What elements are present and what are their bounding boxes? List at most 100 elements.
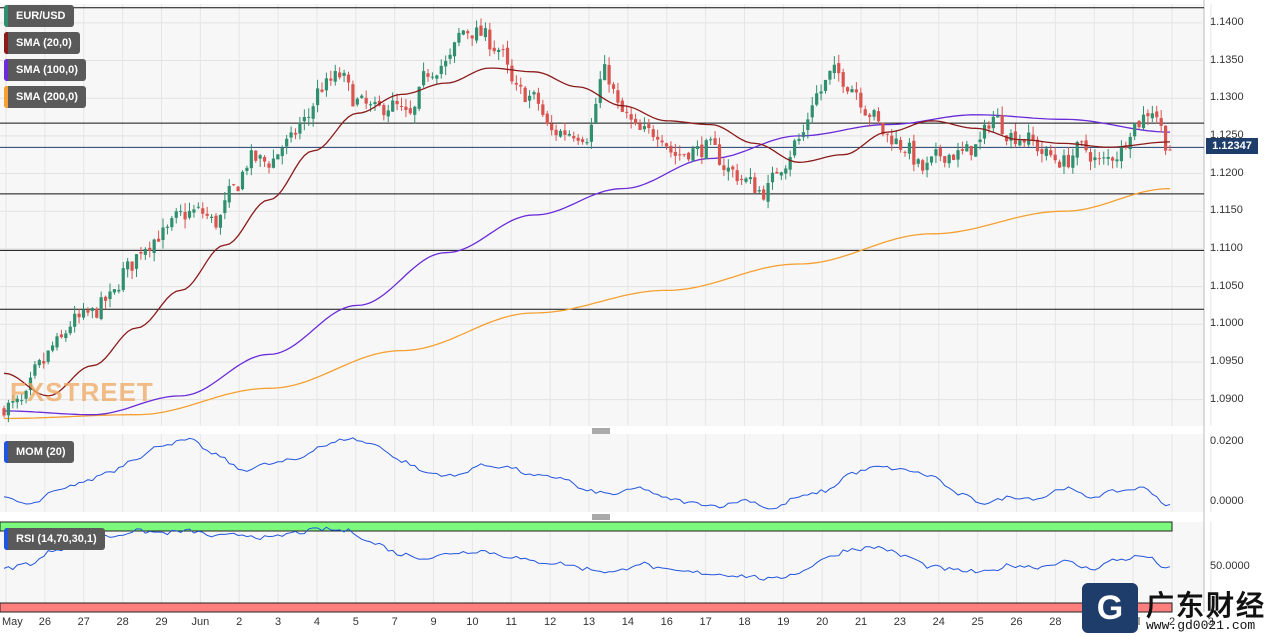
candle-body [338, 72, 342, 78]
candle-body [673, 151, 677, 156]
candle-body [1102, 157, 1106, 159]
candle-body [550, 123, 554, 131]
candle-body [589, 124, 594, 142]
candle-body [192, 209, 196, 213]
legend-sma20[interactable]: SMA (20,0) [4, 32, 80, 54]
candle-body [315, 88, 320, 106]
legend-sma100[interactable]: SMA (100,0) [4, 59, 86, 81]
sma200-line-group [4, 187, 1171, 420]
panel-resize-handles[interactable] [592, 428, 610, 520]
candle-body [947, 154, 951, 164]
candle-body [201, 208, 205, 214]
candle-body [68, 326, 72, 334]
candle-body [227, 185, 231, 203]
candle-body [298, 122, 302, 134]
candle-body [488, 29, 492, 50]
candle-body [1115, 159, 1119, 162]
time-tick-label: 2 [1168, 616, 1176, 628]
candle-body [130, 261, 134, 271]
candle-body [15, 398, 19, 403]
candle-body [505, 47, 510, 65]
candle-body [766, 183, 770, 202]
sma100-line-group [3, 114, 1170, 416]
candle-body [103, 296, 108, 301]
candle-body [249, 150, 253, 169]
candle-body [686, 152, 691, 160]
candle-body [545, 113, 549, 124]
time-tick-label: 19 [777, 616, 790, 628]
candle-body [1000, 115, 1004, 135]
time-tick-label: 12 [544, 616, 557, 628]
candle-body [744, 178, 748, 182]
time-tick-label: 20 [816, 616, 829, 628]
candle-body [1128, 136, 1132, 150]
candle-body [1075, 141, 1079, 158]
candle-body [563, 130, 567, 135]
candle-body [161, 227, 165, 240]
candle-body [289, 132, 293, 138]
candle-body [165, 226, 170, 228]
candle-body [580, 139, 585, 142]
candle-body [837, 63, 841, 74]
candle-body [2, 408, 6, 416]
candle-body [519, 84, 523, 87]
candle-body [1071, 155, 1075, 168]
candle-body [262, 156, 267, 162]
candle-body [898, 140, 903, 150]
candle-body [660, 140, 664, 143]
sma20-line-group [3, 67, 1171, 397]
candle-body [285, 138, 289, 147]
candle-body [633, 118, 638, 124]
time-tick-label: 28 [116, 616, 129, 628]
candle-body [934, 149, 938, 156]
rsi-panel-resize-handle[interactable] [592, 514, 610, 520]
time-tick-label: Jun [191, 616, 210, 628]
candle-body [492, 47, 496, 52]
candle-body [1018, 140, 1022, 146]
candle-body [850, 89, 854, 93]
candle-body [969, 146, 973, 156]
candle-body [938, 148, 942, 157]
time-tick-label: 17 [699, 616, 712, 628]
candle-body [1137, 120, 1141, 128]
current-price-tag: 1.12347 [1206, 138, 1258, 154]
legend-sma200[interactable]: SMA (200,0) [4, 86, 86, 108]
price-tick-label: 1.1100 [1210, 241, 1243, 254]
candle-body [921, 160, 925, 171]
time-tick-label: 18 [738, 616, 751, 628]
candle-body [903, 151, 907, 153]
candle-body [470, 35, 474, 39]
time-tick-label: 24 [932, 616, 945, 628]
candle-body [1106, 156, 1110, 159]
candle-body [152, 239, 156, 254]
candle-body [647, 124, 651, 129]
legend-mom[interactable]: MOM (20) [4, 441, 74, 463]
candle-body [307, 116, 311, 118]
candle-body [1022, 139, 1026, 143]
candle-body [302, 117, 306, 122]
candle-body [890, 135, 894, 145]
candle-body [1066, 154, 1071, 168]
candle-body [271, 158, 276, 168]
candle-body [885, 133, 889, 135]
candle-body [497, 49, 501, 53]
legend-rsi[interactable]: RSI (14,70,30,1) [4, 528, 105, 550]
sma20-line [3, 67, 1171, 397]
candle-body [1088, 152, 1093, 162]
candle-body [483, 28, 488, 38]
candle-body [510, 65, 514, 82]
candle-body [479, 25, 483, 36]
candle-body [20, 400, 24, 402]
candle-body [1146, 113, 1150, 117]
candle-body [700, 144, 704, 158]
candle-body [421, 71, 426, 86]
price-tick-label: 1.1350 [1210, 53, 1244, 66]
candle-body [797, 138, 801, 141]
legend-pair[interactable]: EUR/USD [4, 5, 74, 27]
candle-body [364, 97, 368, 104]
candle-body [439, 65, 443, 75]
mom-panel-resize-handle[interactable] [592, 428, 610, 434]
candle-body [907, 142, 912, 154]
candle-body [466, 31, 470, 34]
candle-body [974, 144, 978, 157]
